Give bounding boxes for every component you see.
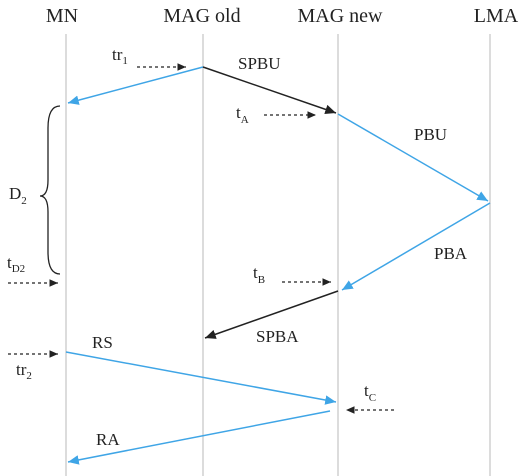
label-rs: RS xyxy=(92,333,113,352)
label-pbu: PBU xyxy=(414,125,447,144)
label-tb: tB xyxy=(253,263,265,286)
arrow-spba xyxy=(204,290,339,339)
label-td2: tD2 xyxy=(7,253,25,275)
label-tr2: tr2 xyxy=(16,360,32,382)
label-tc: tC xyxy=(364,381,376,404)
label-tr1: tr1 xyxy=(112,45,128,67)
header-mag-new: MAG new xyxy=(298,5,384,27)
arrow-ra xyxy=(67,410,331,465)
label-spbu: SPBU xyxy=(238,54,281,73)
arrow-magold-to-mn xyxy=(67,66,204,105)
arrow-pbu xyxy=(337,113,489,202)
label-spba: SPBA xyxy=(256,327,299,346)
label-pba: PBA xyxy=(434,244,468,263)
label-ra: RA xyxy=(96,430,120,449)
label-d2: D2 xyxy=(9,184,27,207)
label-ta: tA xyxy=(236,103,249,126)
header-lma: LMA xyxy=(474,5,519,27)
arrow-pba xyxy=(341,202,491,291)
arrow-spbu xyxy=(202,66,337,115)
arrow-rs xyxy=(65,351,337,405)
header-mn: MN xyxy=(46,5,78,27)
header-mag-old: MAG old xyxy=(163,5,240,27)
d2-brace xyxy=(39,105,61,275)
